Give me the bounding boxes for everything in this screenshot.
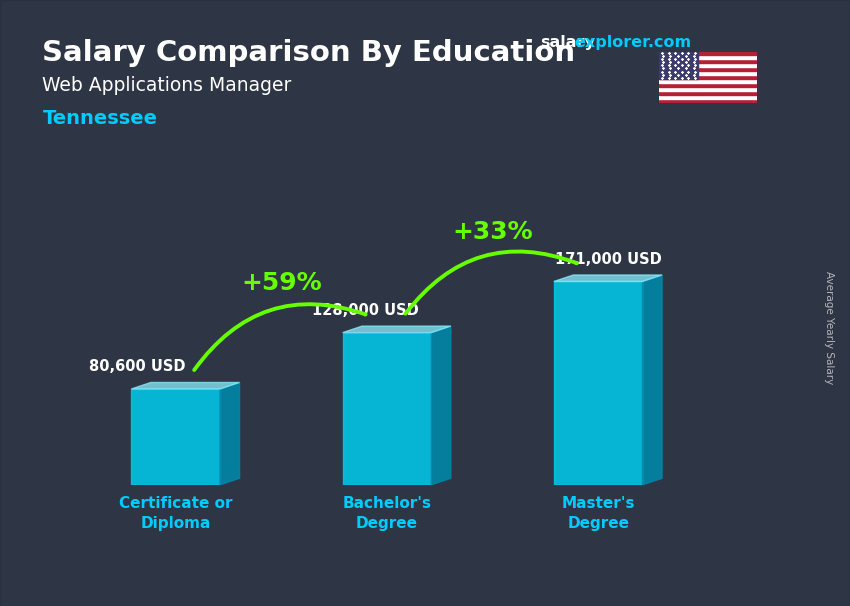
Bar [659, 72, 756, 75]
Text: 171,000 USD: 171,000 USD [555, 252, 662, 267]
Bar [659, 52, 698, 79]
Text: +59%: +59% [241, 271, 321, 295]
Text: +33%: +33% [452, 221, 533, 244]
Text: 128,000 USD: 128,000 USD [313, 303, 419, 318]
Text: salary: salary [540, 35, 595, 50]
Bar [659, 56, 756, 59]
Polygon shape [343, 326, 450, 333]
Bar [659, 52, 756, 56]
Polygon shape [554, 275, 662, 282]
FancyArrowPatch shape [194, 304, 366, 370]
Text: Tennessee: Tennessee [42, 109, 157, 128]
Bar [659, 99, 756, 103]
Bar [659, 75, 756, 79]
Bar [659, 64, 756, 67]
Polygon shape [220, 382, 240, 485]
Bar [659, 91, 756, 95]
Polygon shape [431, 326, 450, 485]
Bar [659, 59, 756, 64]
Bar [659, 87, 756, 91]
Bar [554, 282, 643, 485]
Bar [659, 79, 756, 83]
Bar [131, 389, 220, 485]
Polygon shape [643, 275, 662, 485]
Text: Salary Comparison By Education: Salary Comparison By Education [42, 39, 575, 67]
Bar [659, 95, 756, 99]
Text: explorer.com: explorer.com [575, 35, 692, 50]
Text: Average Yearly Salary: Average Yearly Salary [824, 271, 834, 384]
Bar [659, 83, 756, 87]
Bar [343, 333, 431, 485]
Polygon shape [131, 382, 240, 389]
Text: Web Applications Manager: Web Applications Manager [42, 76, 292, 95]
Bar [659, 67, 756, 72]
Text: 80,600 USD: 80,600 USD [89, 359, 186, 375]
FancyArrowPatch shape [405, 251, 577, 314]
